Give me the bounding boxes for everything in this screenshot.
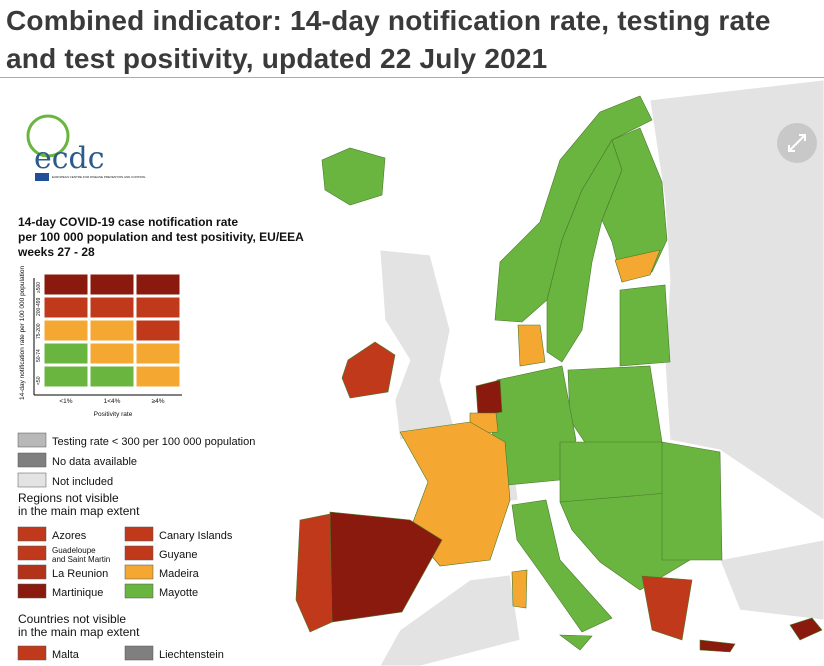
legend-item-label: No data available <box>52 456 137 468</box>
portugal <box>295 513 333 633</box>
legend-cell <box>89 296 135 319</box>
legend-swatch <box>17 545 47 561</box>
legend-cell <box>43 296 89 319</box>
italy <box>511 499 613 633</box>
legend-column-label: ≥4% <box>152 398 165 405</box>
turkey <box>719 539 824 621</box>
legend-row-label: 50-74 <box>36 349 42 362</box>
legend-swatch <box>17 432 47 448</box>
greece <box>641 575 693 641</box>
page-title: Combined indicator: 14-day notification … <box>6 5 771 74</box>
legend-column-label: <1% <box>59 398 72 405</box>
romania-bulgaria <box>661 441 723 561</box>
legend-column-label: 1<4% <box>104 398 121 405</box>
legend-cell <box>43 365 89 388</box>
legend-cell <box>89 273 135 296</box>
legend-row-label: <50 <box>36 376 42 385</box>
netherlands <box>475 379 503 417</box>
legend-item-label: Not included <box>52 476 113 488</box>
legend-item-label: Liechtenstein <box>159 649 224 661</box>
legend-swatch <box>124 645 154 661</box>
legend-cell <box>43 273 89 296</box>
baltics <box>619 284 671 367</box>
legend: 14-day COVID-19 case notification ratepe… <box>17 215 304 661</box>
legend-swatch <box>124 583 154 599</box>
legend-item-label: Guadeloupe <box>52 546 96 555</box>
eu-flag <box>35 173 49 181</box>
logo-subtitle: EUROPEAN CENTRE FOR DISEASE PREVENTION A… <box>52 175 146 179</box>
legend-row-label: 200-499 <box>36 297 42 316</box>
legend-item-label: and Saint Martin <box>52 555 110 564</box>
legend-title: weeks 27 - 28 <box>17 245 95 259</box>
expand-icon[interactable] <box>788 134 806 152</box>
base-land <box>379 79 824 666</box>
iceland <box>321 147 386 206</box>
legend-cell <box>135 365 181 388</box>
legend-item-label: Azores <box>52 530 87 542</box>
legend-item-label: Canary Islands <box>159 530 233 542</box>
poland <box>567 365 663 451</box>
title-rule <box>0 77 824 78</box>
cyprus <box>789 617 823 641</box>
regions-title: Regions not visible <box>18 491 119 505</box>
countries-title: Countries not visible <box>18 612 126 626</box>
legend-item-label: La Reunion <box>52 568 108 580</box>
legend-cell <box>89 365 135 388</box>
legend-swatch <box>17 583 47 599</box>
uk <box>379 249 456 441</box>
expand-button[interactable] <box>777 123 817 163</box>
legend-cell <box>89 319 135 342</box>
legend-item-label: Guyane <box>159 549 198 561</box>
france <box>399 421 511 567</box>
legend-cell <box>43 342 89 365</box>
legend-x-label: Positivity rate <box>94 411 133 418</box>
logo-name: ecdc <box>34 141 105 176</box>
east-land <box>649 79 824 521</box>
countries-title: in the main map extent <box>18 625 140 639</box>
central-europe <box>559 441 673 503</box>
legend-item-label: Madeira <box>159 568 200 580</box>
legend-item-label: Testing rate < 300 per 100 000 populatio… <box>52 436 255 448</box>
legend-swatch <box>17 564 47 580</box>
legend-row-label: 75-200 <box>36 323 42 339</box>
legend-title: per 100 000 population and test positivi… <box>18 230 304 244</box>
sardinia <box>511 569 528 609</box>
legend-item-label: Malta <box>52 649 80 661</box>
legend-swatch <box>124 545 154 561</box>
legend-cell <box>135 319 181 342</box>
legend-title: 14-day COVID-19 case notification rate <box>18 215 238 229</box>
regions-title: in the main map extent <box>18 504 140 518</box>
legend-swatch <box>17 472 47 488</box>
legend-swatch <box>17 526 47 542</box>
legend-swatch <box>17 645 47 661</box>
legend-item-label: Mayotte <box>159 587 198 599</box>
crete <box>699 639 736 653</box>
legend-cell <box>43 319 89 342</box>
legend-swatch <box>124 526 154 542</box>
logo-globe <box>26 114 70 158</box>
legend-swatch <box>17 452 47 468</box>
legend-cell <box>135 273 181 296</box>
sicily <box>559 634 593 651</box>
legend-row-label: ≥500 <box>36 282 42 293</box>
north-africa <box>379 574 521 666</box>
legend-item-label: Martinique <box>52 587 103 599</box>
legend-y-label: 14-day notification rate per 100 000 pop… <box>19 266 26 400</box>
denmark <box>517 324 546 367</box>
legend-swatch <box>124 564 154 580</box>
logo: ecdc EUROPEAN CENTRE FOR DISEASE PREVENT… <box>26 114 146 181</box>
countries <box>295 95 823 653</box>
finland-south <box>614 249 661 283</box>
legend-cell <box>89 342 135 365</box>
ireland <box>341 341 396 399</box>
legend-cell <box>135 342 181 365</box>
legend-cell <box>135 296 181 319</box>
